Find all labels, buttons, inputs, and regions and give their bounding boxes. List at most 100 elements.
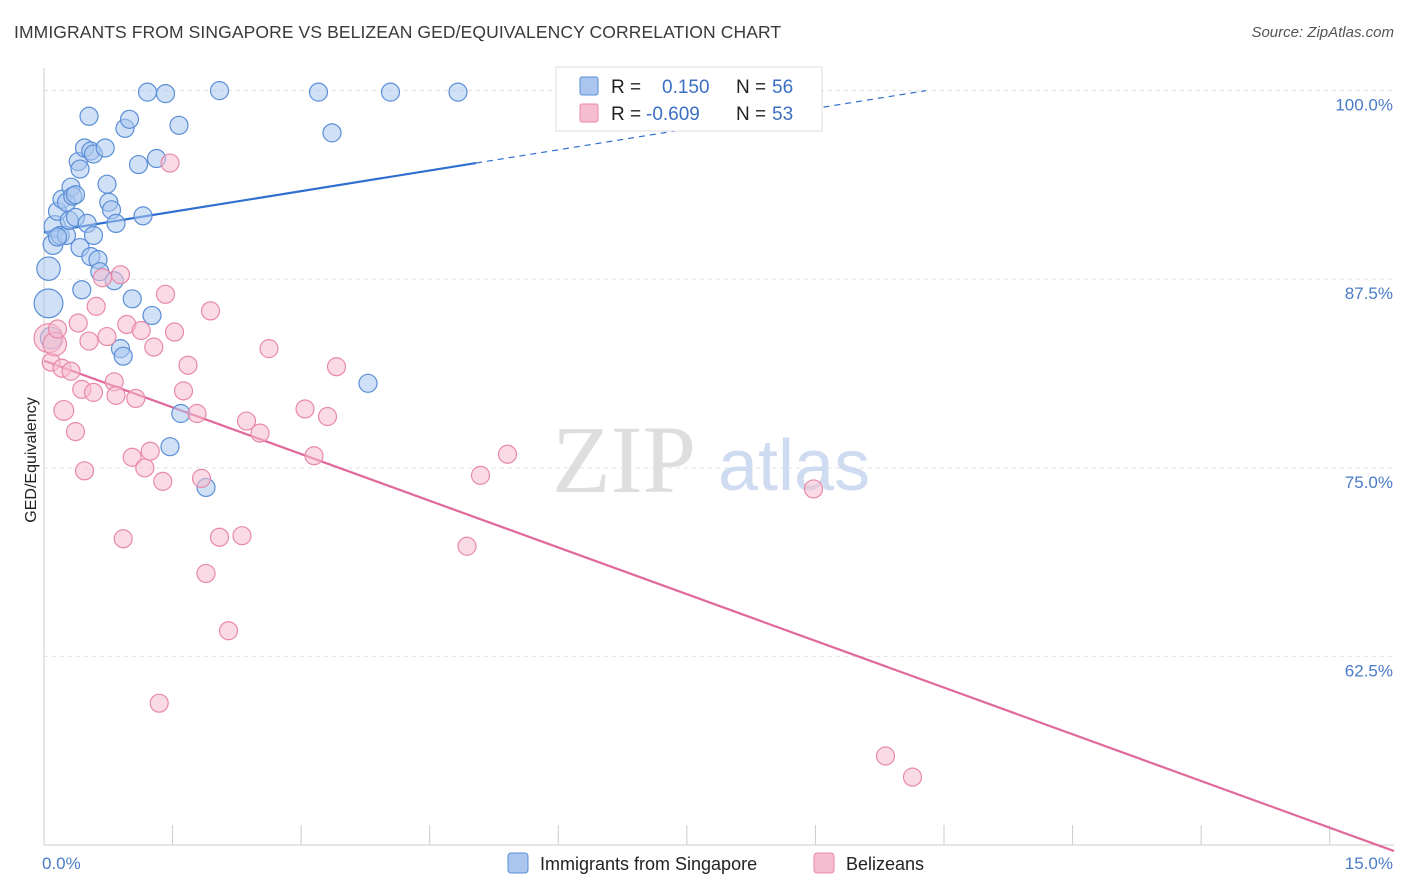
belizean-point-21 bbox=[122, 447, 142, 467]
y-tick-label-2: 87.5% bbox=[1345, 284, 1393, 303]
singapore-point-0 bbox=[33, 288, 64, 319]
y-tick-label-0: 62.5% bbox=[1345, 661, 1393, 680]
belizean-point-41 bbox=[236, 411, 257, 431]
belizean-point-50 bbox=[497, 444, 518, 464]
belizean-point-48 bbox=[457, 536, 477, 556]
belizean-point-38 bbox=[209, 527, 230, 547]
belizean-point-49 bbox=[470, 465, 491, 485]
x-tick-label-max: 15.0% bbox=[1345, 854, 1393, 873]
belizean-point-39 bbox=[218, 621, 239, 641]
singapore-point-32 bbox=[106, 213, 126, 233]
legend-n-label-pink: N = bbox=[736, 104, 766, 125]
belizean-point-44 bbox=[295, 399, 315, 419]
singapore-point-55 bbox=[47, 227, 68, 247]
watermark-atlas: atlas bbox=[718, 426, 870, 506]
belizean-point-36 bbox=[196, 563, 216, 584]
belizean-point-51 bbox=[803, 479, 824, 499]
belizean-point-18 bbox=[110, 265, 131, 285]
singapore-point-44 bbox=[160, 437, 180, 457]
singapore-point-37 bbox=[122, 289, 142, 309]
belizean-point-28 bbox=[153, 471, 173, 491]
singapore-point-27 bbox=[95, 138, 115, 158]
belizean-point-37 bbox=[200, 301, 221, 321]
singapore-point-53 bbox=[448, 82, 468, 102]
singapore-point-52 bbox=[380, 82, 401, 102]
belizean-point-34 bbox=[187, 403, 207, 424]
singapore-point-34 bbox=[113, 346, 133, 366]
series-belizean-points bbox=[33, 153, 923, 787]
singapore-point-43 bbox=[155, 84, 176, 104]
belizean-point-26 bbox=[144, 337, 164, 357]
belizean-point-19 bbox=[113, 529, 133, 549]
legend-r-label-blue: R = bbox=[611, 77, 641, 98]
belizean-point-6 bbox=[61, 361, 81, 381]
belizean-point-5 bbox=[53, 399, 75, 421]
singapore-point-15 bbox=[70, 159, 90, 179]
legend-n-value-blue: 56 bbox=[772, 77, 793, 98]
singapore-point-46 bbox=[171, 403, 191, 424]
singapore-point-28 bbox=[97, 174, 117, 194]
bottom-legend-swatch-blue bbox=[507, 852, 529, 874]
bottom-legend-label-pink: Belizeans bbox=[846, 854, 924, 874]
grid-lines bbox=[44, 90, 1394, 657]
belizean-point-24 bbox=[135, 458, 155, 478]
belizean-point-29 bbox=[155, 284, 176, 304]
singapore-point-39 bbox=[133, 206, 153, 226]
bottom-legend-label-blue: Immigrants from Singapore bbox=[540, 854, 757, 874]
belizean-point-53 bbox=[902, 767, 923, 787]
singapore-point-50 bbox=[322, 123, 342, 143]
legend-swatch-blue bbox=[579, 76, 599, 96]
belizean-point-3 bbox=[47, 319, 68, 339]
belizean-point-35 bbox=[191, 468, 212, 488]
chart-title: IMMIGRANTS FROM SINGAPORE VS BELIZEAN GE… bbox=[14, 22, 782, 42]
watermark: ZIP atlas bbox=[552, 406, 870, 513]
belizean-point-7 bbox=[65, 422, 86, 442]
singapore-point-23 bbox=[83, 225, 104, 246]
legend-r-label-pink: R = bbox=[611, 104, 641, 125]
singapore-point-13 bbox=[65, 185, 86, 205]
y-tick-label-3: 100.0% bbox=[1335, 96, 1393, 115]
legend-swatch-pink bbox=[579, 103, 599, 123]
x-tick-label-min: 0.0% bbox=[42, 854, 81, 873]
belizean-point-13 bbox=[86, 296, 106, 316]
belizean-point-11 bbox=[79, 331, 99, 351]
correlation-legend: R = 0.150 N = 56 R = -0.609 N = 53 bbox=[555, 66, 823, 132]
y-axis-title: GED/Equivalency bbox=[23, 397, 40, 522]
belizean-point-31 bbox=[164, 322, 185, 342]
belizean-point-40 bbox=[232, 526, 252, 546]
y-tick-label-1: 75.0% bbox=[1345, 473, 1393, 492]
singapore-point-38 bbox=[128, 154, 149, 175]
trend-line-belizean bbox=[43, 359, 1395, 853]
belizean-point-10 bbox=[74, 461, 95, 481]
belizean-point-43 bbox=[259, 339, 279, 359]
singapore-point-45 bbox=[169, 115, 189, 135]
legend-n-label-blue: N = bbox=[736, 77, 766, 98]
series-legend: Immigrants from Singapore Belizeans bbox=[507, 852, 924, 874]
belizean-point-52 bbox=[875, 746, 896, 766]
belizean-point-27 bbox=[149, 693, 169, 713]
singapore-point-36 bbox=[119, 109, 140, 129]
singapore-point-17 bbox=[72, 280, 92, 300]
y-tick-labels: 62.5% 75.0% 87.5% 100.0% bbox=[1335, 96, 1393, 681]
belizean-point-32 bbox=[173, 381, 194, 401]
belizean-point-25 bbox=[140, 441, 160, 461]
belizean-point-23 bbox=[131, 320, 151, 341]
belizean-point-17 bbox=[106, 385, 126, 405]
singapore-point-48 bbox=[209, 81, 230, 101]
belizean-point-30 bbox=[160, 153, 180, 173]
axes bbox=[43, 68, 1394, 846]
legend-r-value-blue: 0.150 bbox=[662, 77, 710, 98]
belizean-point-47 bbox=[326, 357, 347, 377]
singapore-point-51 bbox=[358, 373, 378, 393]
singapore-point-49 bbox=[308, 82, 329, 102]
belizean-point-8 bbox=[68, 313, 88, 333]
trend-line-singapore-extrapolated bbox=[475, 90, 927, 164]
singapore-point-40 bbox=[137, 82, 158, 102]
bottom-legend-swatch-pink bbox=[813, 852, 835, 874]
series-singapore-points bbox=[33, 81, 468, 498]
singapore-point-1 bbox=[36, 256, 61, 281]
belizean-point-45 bbox=[304, 446, 324, 466]
belizean-point-12 bbox=[83, 382, 104, 402]
belizean-point-14 bbox=[92, 268, 113, 288]
